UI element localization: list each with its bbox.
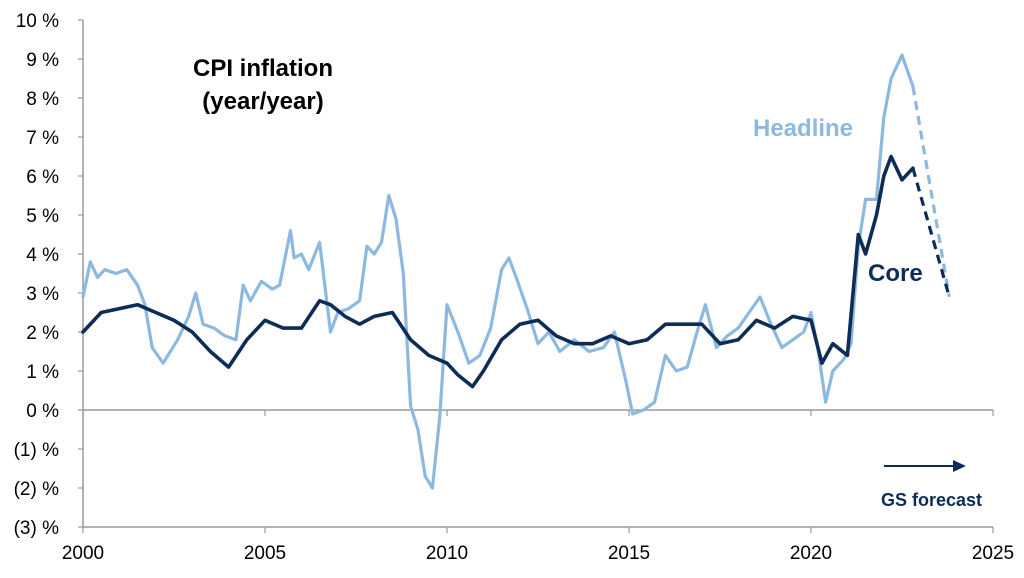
x-tick-label: 2020 [790, 543, 832, 564]
headline-series-label: Headline [753, 115, 853, 142]
series-line-headline [81, 53, 915, 490]
forecast-arrow [884, 460, 966, 472]
y-tick-label: 10 % [16, 11, 59, 32]
y-tick-label: 3 % [26, 284, 59, 305]
chart-subtitle: (year/year) [202, 88, 323, 115]
forecast-label: GS forecast [881, 490, 982, 510]
y-tick-label: 7 % [26, 128, 59, 149]
core-series-label: Core [868, 260, 923, 287]
x-tick-label: 2005 [244, 543, 286, 564]
x-tick-label: 2000 [62, 543, 104, 564]
forecast-line-core [911, 167, 951, 298]
x-tick-label: 2015 [608, 543, 650, 564]
axes [78, 19, 994, 533]
series-line-core [81, 154, 915, 389]
y-tick-label: 4 % [26, 245, 59, 266]
y-tick-label: 8 % [26, 89, 59, 110]
series-layer [81, 53, 951, 490]
y-tick-label: (2) % [14, 479, 60, 500]
y-tick-label: 1 % [26, 362, 59, 383]
y-axis-labels: 10 % 9 % 8 % 7 % 6 % 5 % 4 % 3 % 2 % 1 % 0 % (1) % (… [14, 11, 60, 539]
x-tick-label: 2025 [972, 543, 1014, 564]
chart-title: CPI inflation [193, 55, 333, 82]
forecast-line-headline [911, 86, 951, 298]
x-axis-labels: 2000 2005 2010 2015 2020 2025 [62, 543, 1014, 564]
y-tick-label: (1) % [14, 440, 60, 461]
y-tick-label: 2 % [26, 323, 59, 344]
y-tick-label: (3) % [14, 518, 60, 539]
y-tick-label: 0 % [26, 401, 59, 422]
y-tick-label: 9 % [26, 50, 59, 71]
y-tick-label: 6 % [26, 167, 59, 188]
y-tick-label: 5 % [26, 206, 59, 227]
x-tick-label: 2010 [426, 543, 468, 564]
